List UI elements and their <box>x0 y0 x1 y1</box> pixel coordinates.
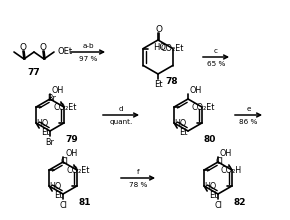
Text: 77: 77 <box>28 68 40 77</box>
Text: Br: Br <box>47 94 56 103</box>
Text: Et: Et <box>179 128 188 136</box>
Text: HO: HO <box>50 182 62 191</box>
Text: 78: 78 <box>166 77 178 86</box>
Text: O: O <box>39 42 46 51</box>
Text: OH: OH <box>52 86 64 95</box>
Text: 81: 81 <box>79 198 91 207</box>
Text: HO: HO <box>175 119 187 128</box>
Text: HO: HO <box>153 43 166 52</box>
Text: CO₂Et: CO₂Et <box>66 165 90 174</box>
Text: O: O <box>155 24 162 33</box>
Text: OH: OH <box>220 148 232 158</box>
Text: 80: 80 <box>204 134 216 143</box>
Text: OEt: OEt <box>58 46 73 55</box>
Text: 86 %: 86 % <box>239 119 258 125</box>
Text: quant.: quant. <box>109 119 133 125</box>
Text: OH: OH <box>65 148 77 158</box>
Text: a-b: a-b <box>82 42 94 48</box>
Text: 79: 79 <box>66 134 78 143</box>
Text: 97 %: 97 % <box>79 55 97 62</box>
Text: CO₂Et: CO₂Et <box>53 103 77 112</box>
Text: HO: HO <box>37 119 49 128</box>
Text: Cl: Cl <box>216 156 224 165</box>
Text: CO₂Et: CO₂Et <box>191 103 215 112</box>
Text: CO₂Et: CO₂Et <box>160 44 184 53</box>
Text: CO₂H: CO₂H <box>220 165 241 174</box>
Text: HO: HO <box>205 182 217 191</box>
Text: f: f <box>137 169 139 174</box>
Text: Cl: Cl <box>61 156 69 165</box>
Text: Et: Et <box>209 191 218 200</box>
Text: OH: OH <box>190 86 202 95</box>
Text: Et: Et <box>41 128 50 136</box>
Text: Br: Br <box>46 138 55 147</box>
Text: Cl: Cl <box>214 200 222 209</box>
Text: c: c <box>214 48 218 53</box>
Text: d: d <box>119 106 123 112</box>
Text: 78 %: 78 % <box>129 182 147 187</box>
Text: e: e <box>246 106 251 112</box>
Text: 65 %: 65 % <box>207 61 225 66</box>
Text: Cl: Cl <box>59 200 67 209</box>
Text: Et: Et <box>154 79 162 88</box>
Text: 82: 82 <box>234 198 246 207</box>
Text: O: O <box>19 42 26 51</box>
Text: Et: Et <box>54 191 63 200</box>
